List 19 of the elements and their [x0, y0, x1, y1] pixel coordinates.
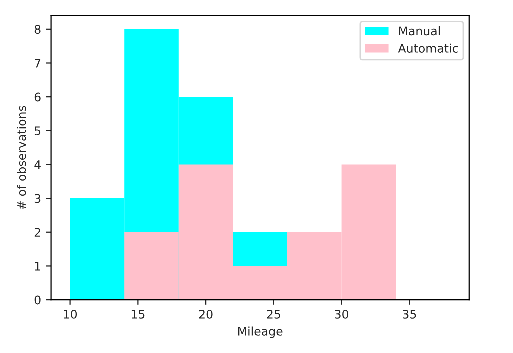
y-tick-label: 7	[35, 59, 41, 68]
x-tick-label: 10	[64, 310, 78, 319]
x-tick-label: 30	[335, 310, 349, 319]
x-axis-title: Mileage	[238, 326, 283, 338]
y-tick-label: 4	[34, 160, 41, 170]
y-tick-label: 1	[35, 262, 40, 271]
x-tick-label: 15	[132, 310, 145, 319]
y-tick-label: 8	[34, 25, 41, 34]
x-tick-label: 35	[403, 310, 416, 319]
y-tick-label: 3	[34, 194, 41, 204]
legend-label: Automatic	[398, 44, 458, 53]
y-tick-label: 0	[34, 296, 41, 305]
y-tick-label: 5	[34, 126, 41, 136]
y-axis-title: # of observations	[17, 106, 26, 210]
y-tick-label: 6	[34, 92, 41, 102]
x-tick-label: 20	[199, 310, 213, 319]
x-tick-label: 25	[267, 310, 280, 319]
y-tick-label: 2	[34, 228, 40, 237]
legend-label: Manual	[399, 26, 440, 36]
